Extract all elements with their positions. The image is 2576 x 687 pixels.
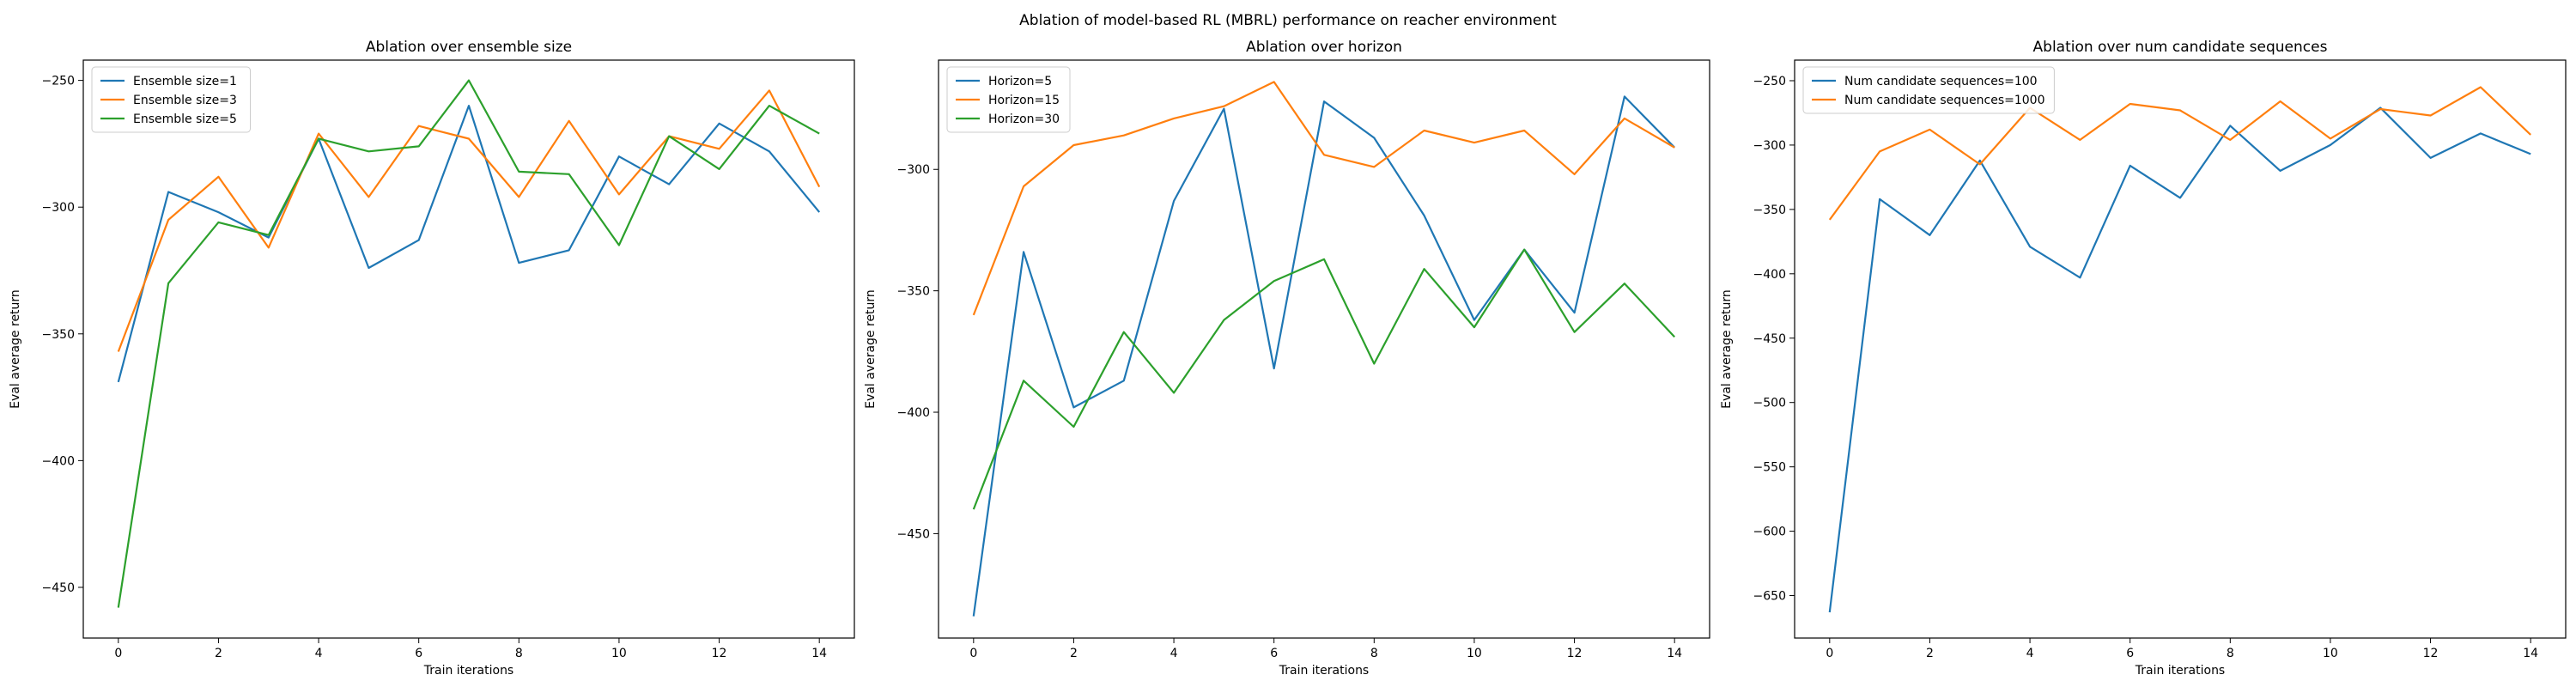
y-tick-label: −450 xyxy=(1753,332,1786,346)
plot-frame xyxy=(938,59,1710,639)
x-tick-label: 10 xyxy=(2323,647,2338,660)
plot-frame xyxy=(1794,59,2567,639)
legend-box xyxy=(91,66,251,133)
x-tick-label: 0 xyxy=(1826,647,1833,660)
y-tick-label: −400 xyxy=(42,454,75,468)
y-tick-label: −450 xyxy=(42,581,75,595)
y-tick-label: −550 xyxy=(1753,461,1786,475)
x-tick-label: 6 xyxy=(415,647,422,660)
legend-entry: Ensemble size=1 xyxy=(133,75,237,88)
series-line-2 xyxy=(972,81,1675,316)
y-tick-label: −400 xyxy=(897,406,930,420)
legend-box xyxy=(1802,66,2055,114)
x-tick-label: 14 xyxy=(1667,647,1682,660)
y-tick-label: −250 xyxy=(1753,75,1786,88)
legend-entry: Num candidate sequences=100 xyxy=(1844,75,2038,88)
x-axis-label: Train iterations xyxy=(423,664,513,678)
y-axis-label: Eval average return xyxy=(864,289,878,409)
legend-entry: Horizon=30 xyxy=(988,112,1060,126)
legend-entry: Num candidate sequences=1000 xyxy=(1844,94,2045,107)
y-axis-label: Eval average return xyxy=(1720,289,1734,409)
chart-panel-1: Ablation over ensemble size 0 2 4 6 8 10 12 14 −4… xyxy=(9,39,855,678)
chart-panel-2: Ablation over horizon 0 2 4 6 8 10 12 14 −450 −400… xyxy=(864,39,1710,678)
y-tick-label: −350 xyxy=(42,328,75,342)
series-line-1 xyxy=(972,95,1675,617)
x-tick-label: 12 xyxy=(2423,647,2439,660)
x-tick-label: 4 xyxy=(315,647,323,660)
legend-entry: Ensemble size=3 xyxy=(133,94,237,107)
figure-suptitle: Ablation of model-based RL (MBRL) perfor… xyxy=(1019,12,1557,29)
y-tick-label: −650 xyxy=(1753,590,1786,604)
x-tick-label: 4 xyxy=(2026,647,2034,660)
x-tick-label: 4 xyxy=(1170,647,1178,660)
series-line-1 xyxy=(1828,106,2531,613)
x-axis-label: Train iterations xyxy=(1279,664,1369,678)
series-line-2 xyxy=(117,89,821,352)
plot-frame xyxy=(82,59,855,639)
x-tick-label: 6 xyxy=(2126,647,2134,660)
x-tick-label: 2 xyxy=(1926,647,1934,660)
legend: Ensemble size=1 Ensemble size=3 Ensemble s… xyxy=(91,66,251,133)
y-tick-label: −600 xyxy=(1753,526,1786,539)
y-tick-label: −500 xyxy=(1753,397,1786,410)
series-line-2 xyxy=(1828,86,2531,221)
x-axis-label: Train iterations xyxy=(2135,664,2225,678)
x-tick-label: 8 xyxy=(2227,647,2234,660)
y-tick-label: −450 xyxy=(897,527,930,541)
series-line-3 xyxy=(117,79,820,608)
legend-entry: Horizon=5 xyxy=(988,75,1052,88)
legend-entry: Ensemble size=5 xyxy=(133,112,237,126)
series-line-3 xyxy=(972,248,1676,510)
y-axis-label: Eval average return xyxy=(9,289,22,409)
legend: Num candidate sequences=100 Num candidate… xyxy=(1802,66,2055,114)
y-tick-label: −300 xyxy=(1753,139,1786,153)
chart-title: Ablation over ensemble size xyxy=(366,39,572,56)
chart-title: Ablation over horizon xyxy=(1246,39,1402,56)
y-tick-label: −300 xyxy=(897,163,930,177)
x-tick-label: 10 xyxy=(1467,647,1482,660)
y-tick-label: −350 xyxy=(1753,204,1786,217)
x-tick-label: 10 xyxy=(611,647,627,660)
x-tick-label: 2 xyxy=(215,647,222,660)
y-tick-label: −350 xyxy=(897,285,930,299)
x-tick-label: 0 xyxy=(114,647,122,660)
legend-box xyxy=(946,66,1071,133)
y-tick-label: −300 xyxy=(42,201,75,215)
legend-entry: Horizon=15 xyxy=(988,94,1060,107)
x-tick-label: 12 xyxy=(712,647,727,660)
x-tick-label: 12 xyxy=(1567,647,1583,660)
x-tick-label: 2 xyxy=(1070,647,1078,660)
y-tick-label: −400 xyxy=(1753,268,1786,282)
x-tick-label: 14 xyxy=(2523,647,2538,660)
x-tick-label: 14 xyxy=(811,647,827,660)
chart-panel-3: Ablation over num candidate sequences 0 2 4… xyxy=(1720,39,2567,678)
chart-title: Ablation over num candidate sequences xyxy=(2033,39,2328,56)
y-tick-label: −250 xyxy=(42,75,75,88)
x-tick-label: 0 xyxy=(969,647,977,660)
x-tick-label: 8 xyxy=(1370,647,1378,660)
x-tick-label: 8 xyxy=(515,647,523,660)
x-tick-label: 6 xyxy=(1270,647,1278,660)
legend: Horizon=5 Horizon=15 Horizon=30 xyxy=(946,66,1071,133)
